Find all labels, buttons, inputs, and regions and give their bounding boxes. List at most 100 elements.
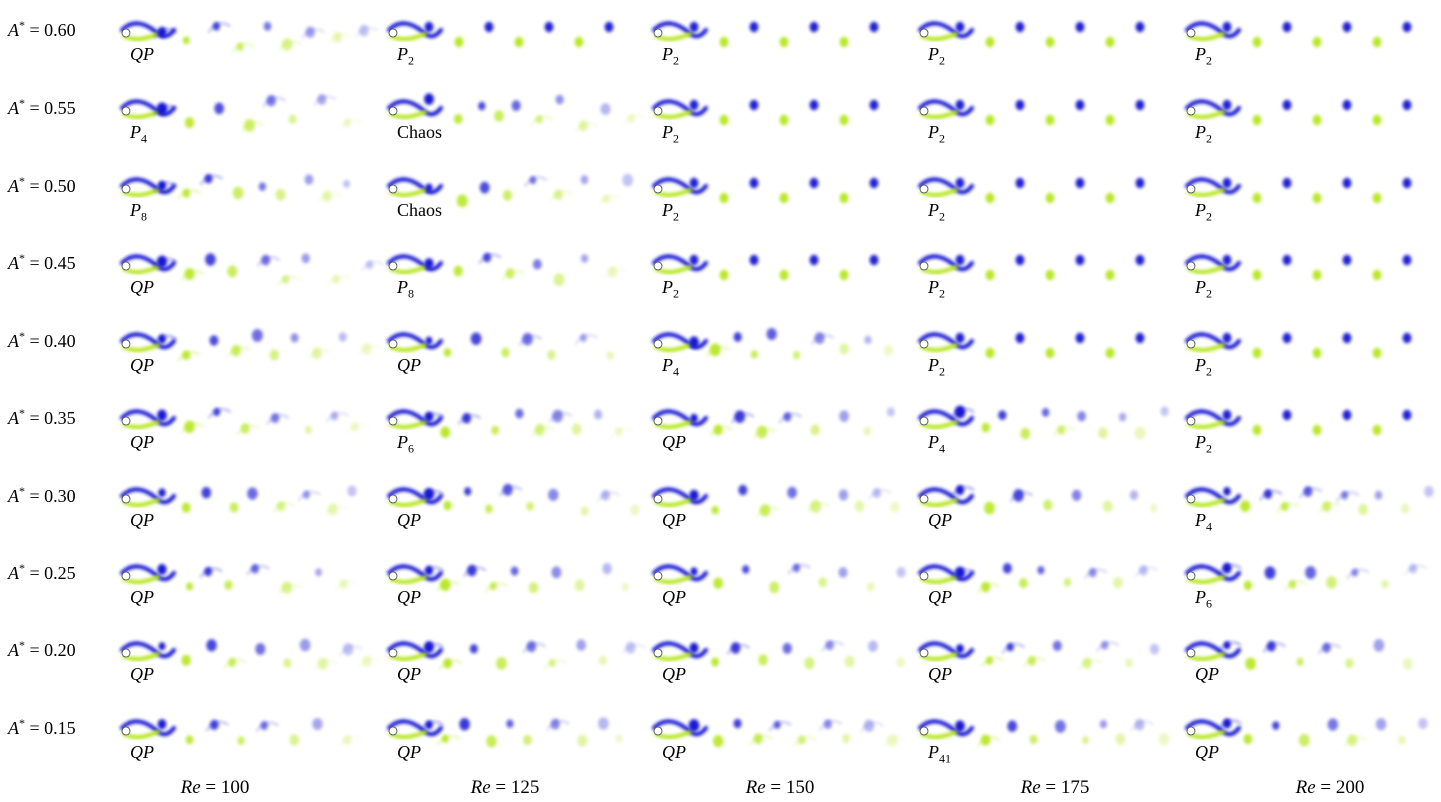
negative-vortex <box>1045 347 1055 359</box>
vortex-filament <box>522 642 546 653</box>
positive-vortex <box>749 21 759 33</box>
vortex-filament <box>753 428 777 439</box>
cylinder <box>919 184 929 194</box>
vorticity-field <box>1185 332 1412 359</box>
negative-vortex <box>514 36 524 48</box>
positive-vortex <box>425 183 433 193</box>
negative-vortex <box>456 194 468 208</box>
regime-label: QP <box>397 664 421 685</box>
negative-vortex <box>574 579 585 592</box>
negative-vortex <box>1045 36 1055 48</box>
negative-vortex <box>440 426 451 438</box>
negative-vortex <box>1372 269 1382 281</box>
positive-vortex <box>593 409 603 420</box>
positive-vortex <box>749 99 759 111</box>
regime-base: P <box>1195 200 1206 220</box>
positive-vortex <box>214 102 225 115</box>
negative-vortex <box>1372 347 1382 359</box>
vortex-filament <box>255 721 279 732</box>
vortex-filament <box>787 564 811 575</box>
negative-vortex <box>288 114 297 125</box>
row-label: A* = 0.25 <box>8 561 104 584</box>
negative-vortex <box>1243 733 1253 745</box>
regime-base: QP <box>397 355 421 375</box>
positive-vortex <box>1342 332 1352 344</box>
shear-layer <box>1185 564 1241 582</box>
row-label-superscript: * <box>19 18 25 32</box>
vortex-filament <box>868 489 892 500</box>
column-label-symbol: Re <box>180 777 201 798</box>
vorticity-field <box>120 407 370 435</box>
positive-vortex <box>688 336 700 349</box>
negative-vortex <box>985 269 995 281</box>
positive-vortex <box>1222 21 1232 33</box>
positive-vortex <box>896 566 906 578</box>
positive-vortex <box>598 717 609 730</box>
positive-vortex <box>1075 99 1085 111</box>
negative-vortex <box>305 425 312 434</box>
vortex-filament <box>597 195 621 206</box>
cylinder <box>121 106 131 116</box>
negative-vortex <box>839 269 849 281</box>
positive-vortex <box>689 21 699 33</box>
negative-vortex <box>854 500 865 512</box>
vorticity-field <box>918 254 1145 281</box>
cylinder <box>388 106 398 116</box>
vorticity-field <box>918 640 1160 670</box>
regime-base: P <box>928 122 939 142</box>
regime-base: P <box>130 200 141 220</box>
regime-base: QP <box>662 587 686 607</box>
negative-vortex <box>804 657 815 670</box>
wake-panel: P8 <box>385 241 643 301</box>
positive-vortex <box>998 410 1007 421</box>
positive-vortex <box>1118 412 1127 422</box>
vortex-filament <box>278 40 302 51</box>
cylinder <box>388 571 398 581</box>
column-label-symbol: Re <box>1295 777 1316 798</box>
vortex-filament <box>436 581 460 592</box>
cylinder <box>121 339 131 349</box>
positive-vortex <box>1015 99 1025 111</box>
positive-vortex <box>1402 21 1412 33</box>
positive-vortex <box>839 410 849 422</box>
regime-base: QP <box>130 742 154 762</box>
negative-vortex <box>1240 500 1251 512</box>
positive-vortex <box>552 409 563 423</box>
column-label-symbol: Re <box>1020 777 1041 798</box>
row-label: A* = 0.40 <box>8 329 104 352</box>
positive-vortex <box>1037 566 1045 575</box>
positive-vortex <box>205 253 216 266</box>
vortex-filament <box>153 28 177 39</box>
negative-vortex <box>1345 658 1354 669</box>
positive-vortex <box>1282 99 1292 111</box>
positive-vortex <box>1342 177 1352 189</box>
cylinder <box>1186 339 1196 349</box>
positive-vortex <box>1272 721 1280 730</box>
negative-vortex <box>186 582 194 591</box>
shear-layer <box>1185 719 1241 737</box>
shear-layer <box>652 641 708 659</box>
row-label-value: = 0.15 <box>25 718 76 738</box>
vortex-filament <box>1262 642 1286 653</box>
negative-vortex <box>1113 576 1123 589</box>
positive-vortex <box>299 638 311 652</box>
positive-vortex <box>301 253 310 264</box>
positive-vortex <box>1135 332 1145 344</box>
vortex-filament <box>1096 641 1120 652</box>
regime-label: P41 <box>928 742 951 767</box>
negative-vortex <box>1372 114 1382 126</box>
wake-panel: P2 <box>650 8 908 68</box>
row-label-symbol: A <box>8 176 19 196</box>
shear-layer <box>120 409 176 427</box>
regime-base: Chaos <box>397 200 442 220</box>
negative-vortex <box>758 654 768 666</box>
positive-vortex <box>459 718 470 731</box>
regime-label: P2 <box>928 277 945 302</box>
shear-layer <box>387 564 443 582</box>
column-label-symbol: Re <box>745 777 766 798</box>
positive-vortex <box>749 177 759 189</box>
vortex-filament <box>977 583 1001 594</box>
negative-vortex <box>1245 657 1256 670</box>
wake-panel: QP <box>916 474 1174 534</box>
